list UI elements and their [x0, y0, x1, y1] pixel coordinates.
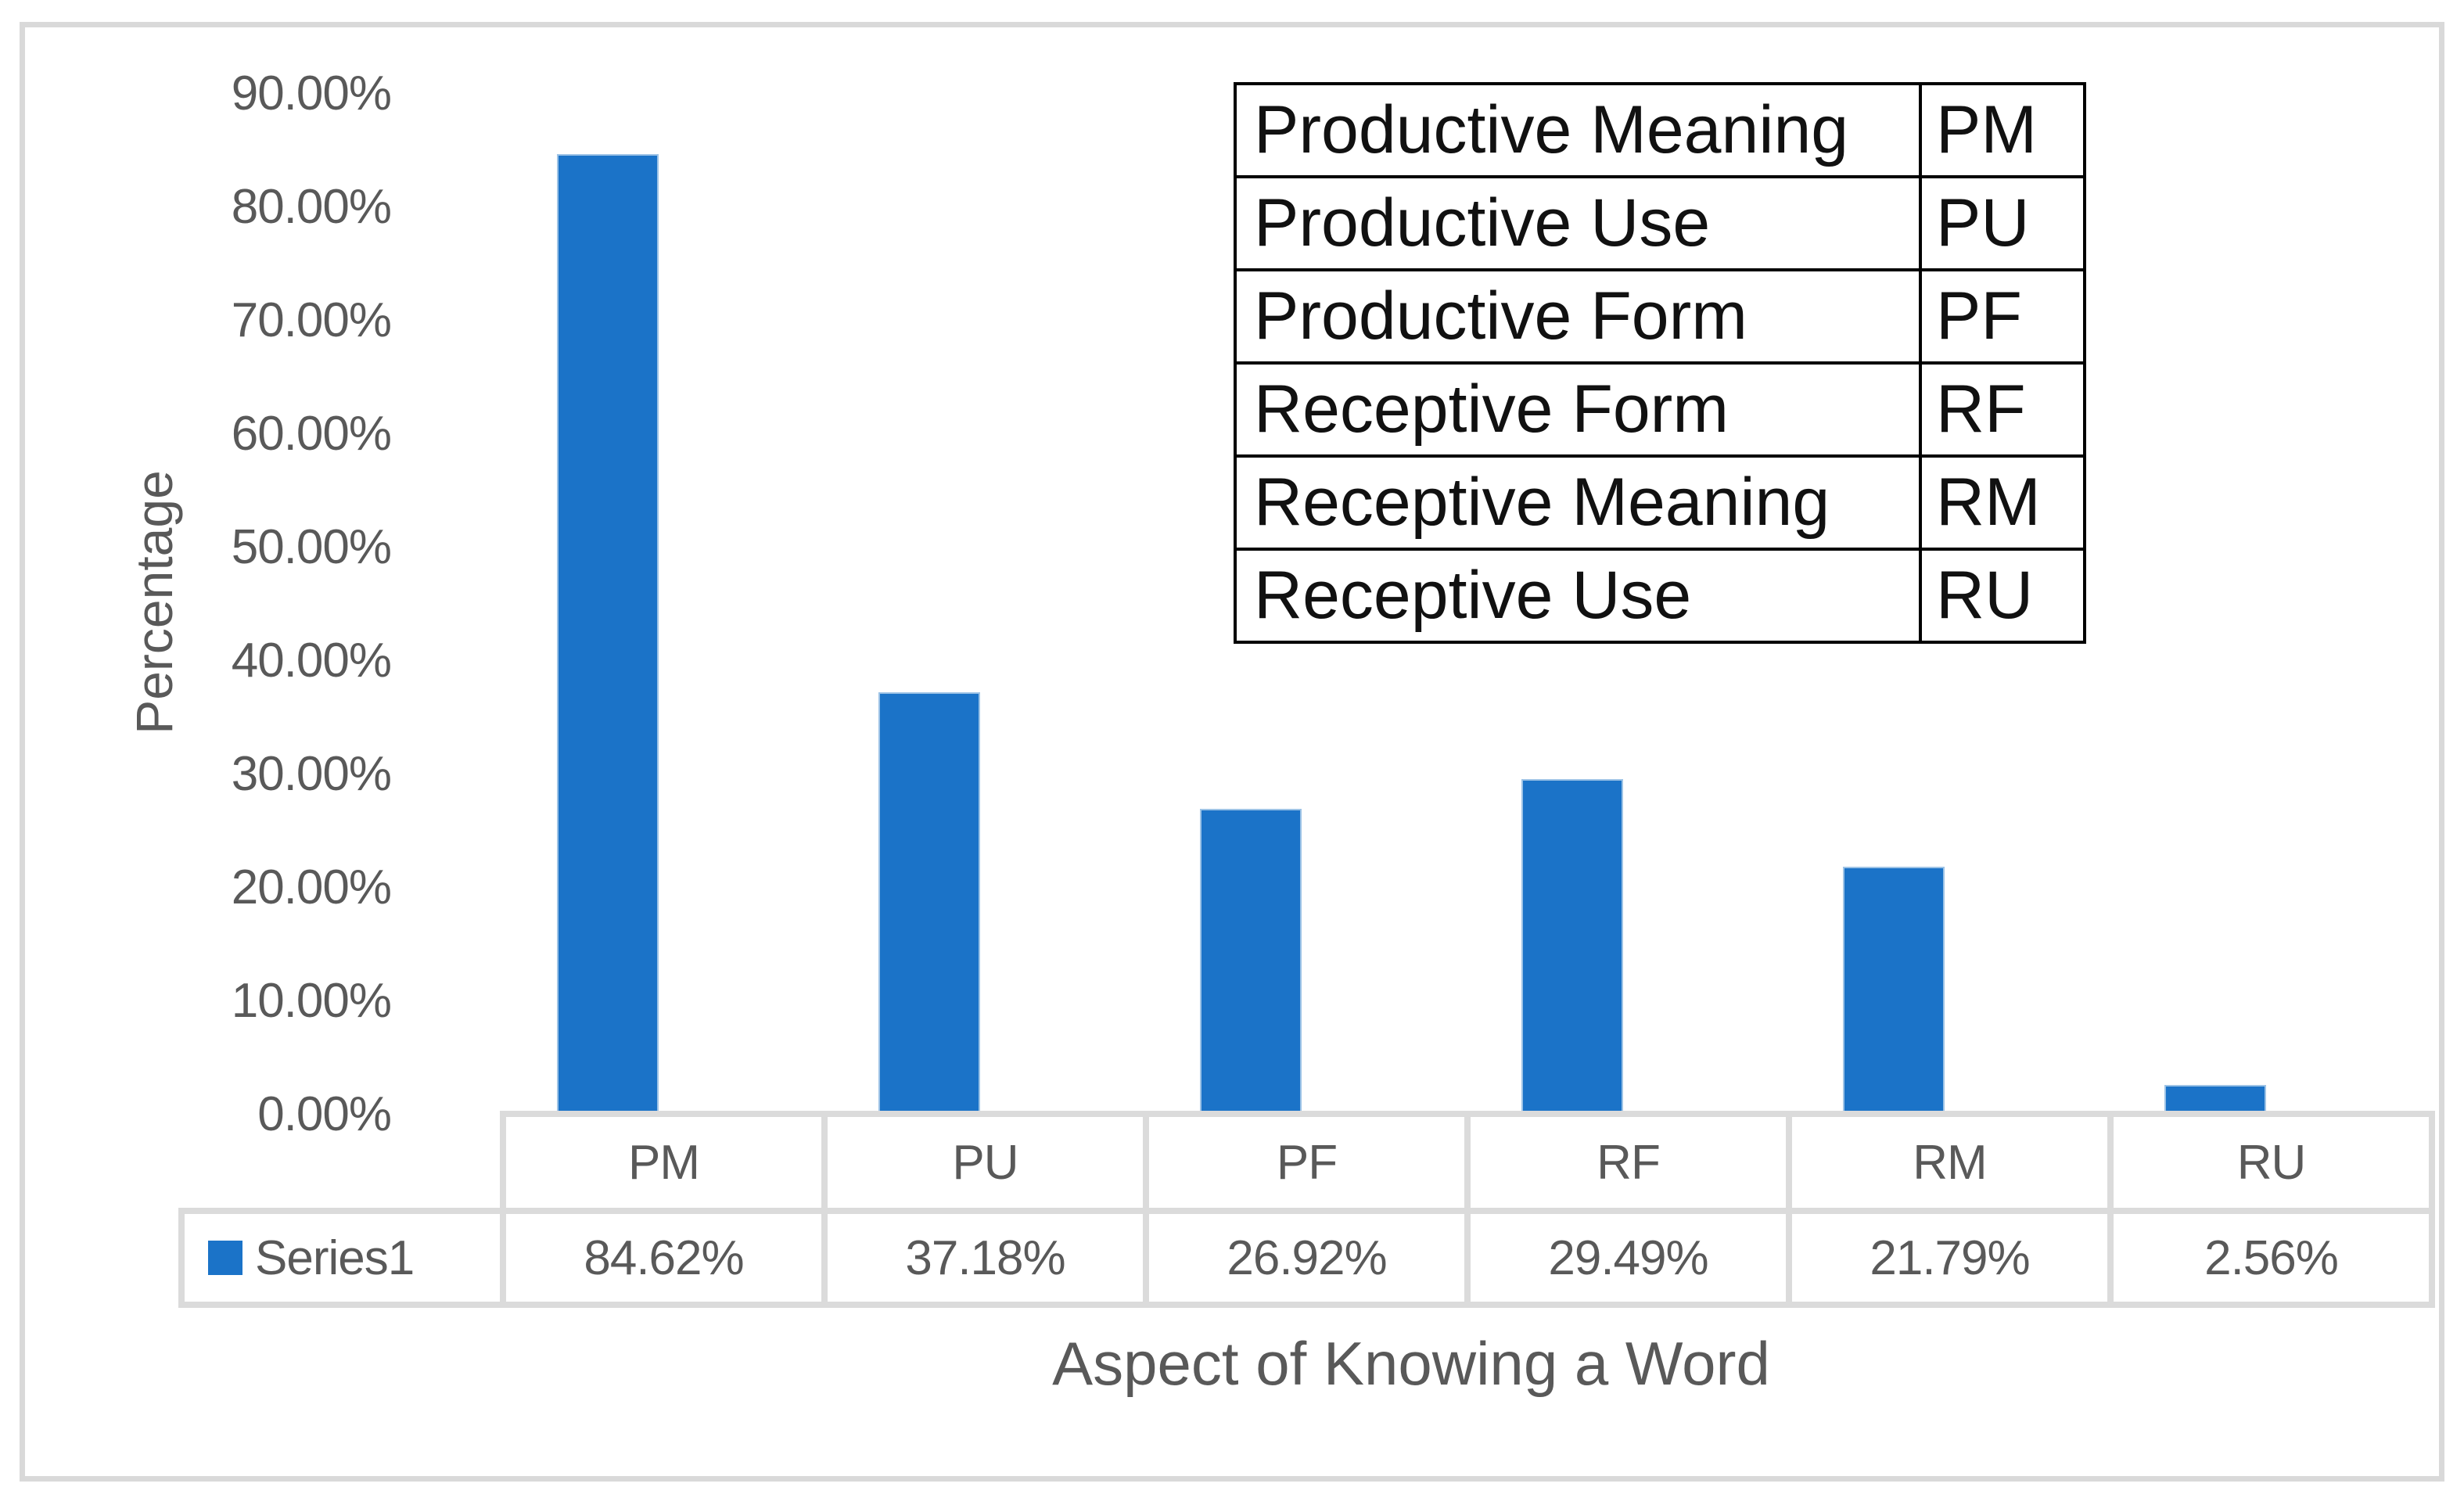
bar-pm	[556, 154, 659, 1114]
category-row: PM PU PF RF RM RU	[181, 1111, 2435, 1214]
bar-column-pu	[768, 93, 1090, 1114]
category-cell: RU	[2107, 1111, 2435, 1214]
legend-abbr-cell: PF	[1919, 268, 2086, 365]
legend-row: Productive Meaning PM	[1234, 82, 2086, 178]
y-axis-title: Percentage	[125, 470, 183, 735]
bar-column-pm	[447, 93, 768, 1114]
legend-name-cell: Productive Use	[1234, 175, 1922, 271]
legend-name-cell: Receptive Form	[1234, 361, 1922, 458]
series-legend-cell: Series1	[178, 1208, 506, 1308]
plot-area	[447, 93, 2376, 1114]
series-color-swatch-icon	[208, 1241, 242, 1275]
legend-abbr-cell: PU	[1919, 175, 2086, 271]
legend-abbr-cell: PM	[1919, 82, 2086, 178]
value-cell: 84.62%	[500, 1208, 828, 1308]
x-axis-title: Aspect of Knowing a Word	[1052, 1329, 1770, 1398]
bar-column-rm	[1733, 93, 2054, 1114]
bar-rf	[1521, 779, 1623, 1114]
legend-name-cell: Receptive Meaning	[1234, 454, 1922, 551]
y-tick-label: 0.00%	[257, 1087, 392, 1141]
bar-pu	[878, 691, 980, 1114]
value-cell: 29.49%	[1464, 1208, 1792, 1308]
legend-abbr-cell: RU	[1919, 548, 2086, 644]
value-cell: 37.18%	[821, 1208, 1149, 1308]
abbreviation-legend-table: Productive Meaning PM Productive Use PU …	[1234, 82, 2086, 644]
y-tick-label: 10.00%	[231, 974, 392, 1028]
legend-name-cell: Productive Meaning	[1234, 82, 1922, 178]
legend-abbr-cell: RF	[1919, 361, 2086, 458]
category-cell: PM	[500, 1111, 828, 1214]
category-cell: PU	[821, 1111, 1149, 1214]
y-tick-label: 90.00%	[231, 66, 392, 120]
y-tick-label: 40.00%	[231, 634, 392, 688]
y-tick-label: 80.00%	[231, 180, 392, 234]
legend-row: Receptive Meaning RM	[1234, 454, 2086, 551]
legend-row: Productive Form PF	[1234, 268, 2086, 365]
y-tick-label: 20.00%	[231, 860, 392, 914]
series-name-label: Series1	[255, 1230, 415, 1285]
bar-column-pf	[1090, 93, 1411, 1114]
bar-rm	[1842, 867, 1945, 1114]
value-cell: 2.56%	[2107, 1208, 2435, 1308]
legend-name-cell: Receptive Use	[1234, 548, 1922, 644]
value-row: Series1 84.62% 37.18% 26.92% 29.49% 21.7…	[178, 1208, 2435, 1308]
category-cell: RM	[1786, 1111, 2114, 1214]
category-cell: RF	[1464, 1111, 1792, 1214]
category-cell: PF	[1143, 1111, 1471, 1214]
bar-column-rf	[1411, 93, 1733, 1114]
legend-row: Receptive Form RF	[1234, 361, 2086, 458]
y-tick-label: 70.00%	[231, 293, 392, 347]
y-axis: 90.00% 80.00% 70.00% 60.00% 50.00% 40.00…	[0, 37, 392, 1171]
legend-row: Productive Use PU	[1234, 175, 2086, 271]
chart-data-table: PM PU PF RF RM RU Series1 84.62% 37.18% …	[178, 1111, 2435, 1308]
legend-row: Receptive Use RU	[1234, 548, 2086, 644]
value-cell: 26.92%	[1143, 1208, 1471, 1308]
legend-abbr-cell: RM	[1919, 454, 2086, 551]
bar-pf	[1199, 808, 1302, 1114]
bar-column-ru	[2054, 93, 2376, 1114]
y-tick-label: 30.00%	[231, 747, 392, 801]
legend-name-cell: Productive Form	[1234, 268, 1922, 365]
y-tick-label: 60.00%	[231, 407, 392, 461]
bar-ru	[2164, 1084, 2266, 1114]
y-tick-label: 50.00%	[231, 520, 392, 574]
empty-corner-cell	[181, 1114, 503, 1211]
value-cell: 21.79%	[1786, 1208, 2114, 1308]
